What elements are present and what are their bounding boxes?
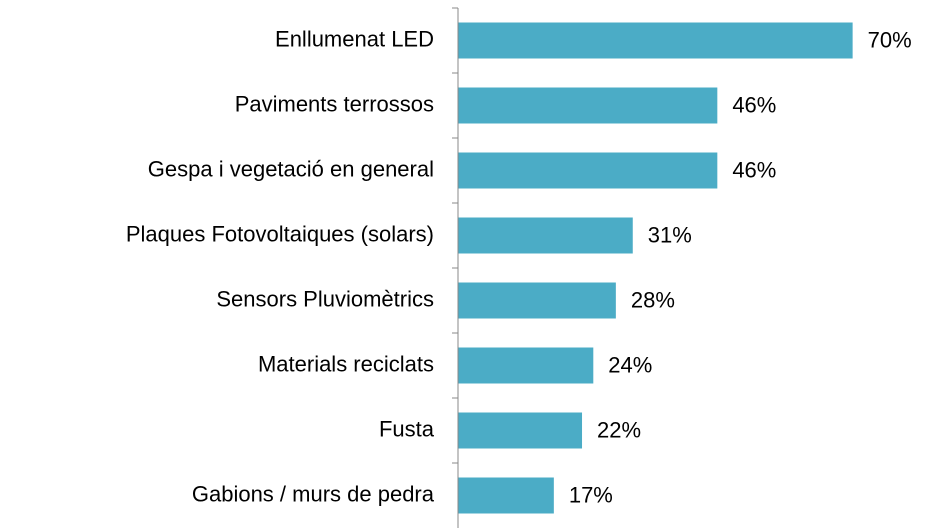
- category-label: Fusta: [379, 416, 435, 441]
- value-label: 46%: [732, 92, 776, 117]
- bar: [458, 217, 633, 254]
- category-label: Paviments terrossos: [235, 91, 434, 116]
- bar: [458, 87, 718, 124]
- bar: [458, 282, 616, 319]
- category-label: Plaques Fotovoltaiques (solars): [126, 221, 434, 246]
- value-label: 17%: [569, 482, 613, 507]
- value-label: 28%: [631, 287, 675, 312]
- value-label: 24%: [608, 352, 652, 377]
- category-label: Gespa i vegetació en general: [148, 156, 434, 181]
- category-label: Gabions / murs de pedra: [192, 481, 435, 506]
- bar: [458, 22, 853, 59]
- value-label: 46%: [732, 157, 776, 182]
- value-label: 31%: [648, 222, 692, 247]
- bar: [458, 412, 583, 449]
- value-label: 22%: [597, 417, 641, 442]
- category-label: Sensors Pluviomètrics: [216, 286, 434, 311]
- value-label: 70%: [868, 27, 912, 52]
- bar: [458, 347, 594, 384]
- bar: [458, 477, 554, 514]
- category-label: Materials reciclats: [258, 351, 434, 376]
- bar: [458, 152, 718, 189]
- category-label: Enllumenat LED: [275, 26, 434, 51]
